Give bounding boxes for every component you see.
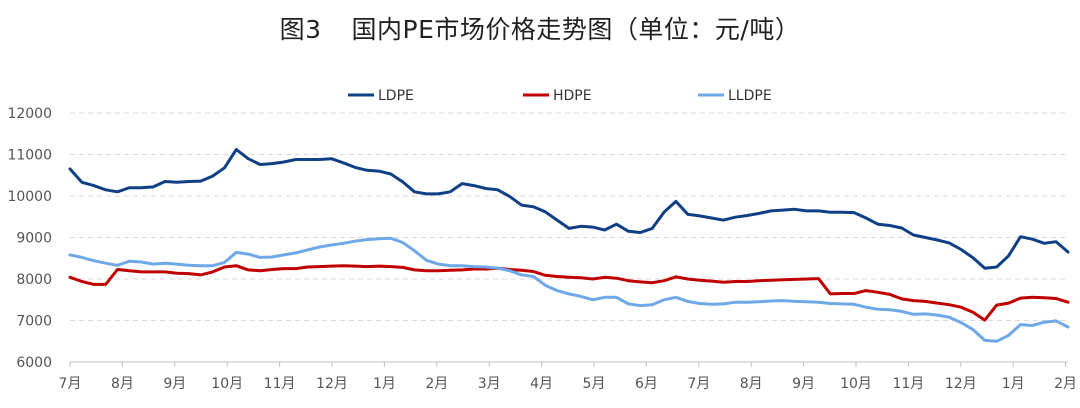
x-tick-label: 5月 <box>583 376 606 392</box>
x-tick-label: 9月 <box>163 376 186 392</box>
y-tick-label: 7000 <box>16 314 52 330</box>
x-tick-label: 3月 <box>478 376 501 392</box>
y-tick-label: 9000 <box>16 231 52 247</box>
series-line-ldpe <box>68 148 1070 270</box>
series-line-lldpe <box>68 236 1070 343</box>
x-tick-label: 2月 <box>1054 376 1077 392</box>
legend-label-hdpe: HDPE <box>553 88 592 104</box>
figure-number: 图3 <box>279 15 322 44</box>
series-line-hdpe <box>68 264 1070 322</box>
x-tick-label: 12月 <box>945 376 977 392</box>
x-tick-label: 4月 <box>530 376 553 392</box>
x-tick-label: 1月 <box>373 376 396 392</box>
x-tick-label: 8月 <box>740 376 763 392</box>
x-tick-label: 9月 <box>792 376 815 392</box>
x-tick-label: 7月 <box>687 376 710 392</box>
y-tick-label: 12000 <box>7 106 52 122</box>
x-tick-label: 12月 <box>316 376 348 392</box>
y-tick-label: 6000 <box>16 355 52 371</box>
x-tick-label: 11月 <box>264 376 296 392</box>
x-axis: 7月 8月 9月 10月 11月 12月 1月 2月 3月 4月 5月 6月 7月 8月 9月 10月 11月 1… <box>59 361 1077 392</box>
series-lines <box>68 148 1070 343</box>
x-tick-label: 11月 <box>892 376 924 392</box>
x-tick-label: 2月 <box>425 376 448 392</box>
x-tick-label: 6月 <box>635 376 658 392</box>
x-tick-label: 8月 <box>111 376 134 392</box>
legend-label-lldpe: LLDPE <box>728 88 772 104</box>
x-tick-label: 10月 <box>840 376 872 392</box>
chart-title: 图3 国内PE市场价格走势图（单位：元/吨） <box>0 10 1080 46</box>
x-tick-label: 10月 <box>211 376 243 392</box>
y-tick-label: 8000 <box>16 272 52 288</box>
x-tick-label: 7月 <box>59 376 82 392</box>
y-tick-label: 10000 <box>7 189 52 205</box>
y-tick-label: 11000 <box>7 148 52 164</box>
x-tick-label: 1月 <box>1002 376 1025 392</box>
gridlines <box>70 112 1068 321</box>
title-text: 国内PE市场价格走势图（单位：元/吨） <box>351 15 801 44</box>
legend: LDPE HDPE LLDPE <box>348 88 772 104</box>
legend-label-ldpe: LDPE <box>378 88 414 104</box>
y-axis: 6000 7000 8000 9000 10000 11000 12000 <box>7 106 52 371</box>
